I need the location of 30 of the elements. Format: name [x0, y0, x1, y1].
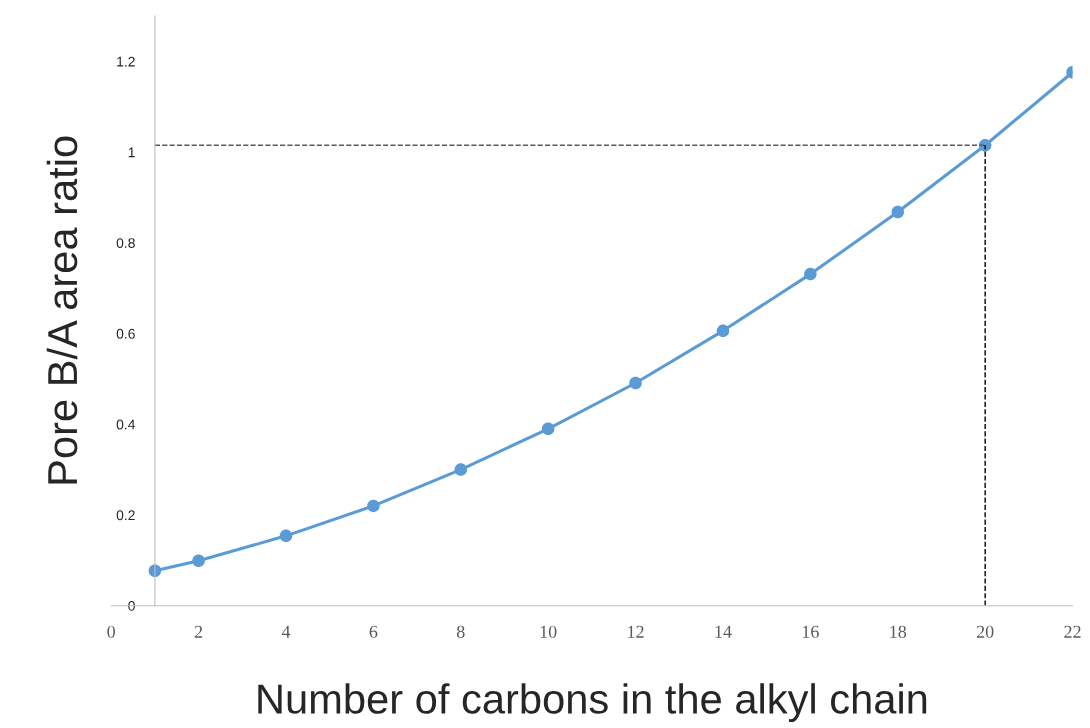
y-tick-label: 0.4: [116, 419, 136, 430]
y-tick-label: 0.8: [116, 238, 135, 248]
x-tick-label: 10: [540, 625, 557, 638]
x-tick-label: 12: [628, 625, 644, 638]
x-tick-label: 0: [107, 625, 116, 638]
y-tick-label: 1.2: [117, 56, 135, 67]
x-tick-label: 2: [194, 625, 203, 638]
x-tick-label: 20: [976, 625, 994, 638]
x-tick-label: 8: [456, 625, 465, 638]
point: [629, 376, 642, 390]
y-tick-label: 1: [128, 147, 135, 158]
point: [454, 463, 468, 476]
x-tick-label: 14: [715, 625, 732, 638]
y-tick-label: 0: [128, 601, 135, 611]
point: [367, 499, 380, 513]
point: [891, 205, 905, 219]
y-axis-title: Pore B/A area ratio: [46, 136, 78, 484]
point: [192, 554, 205, 568]
point: [279, 529, 293, 543]
x-tick-label: 4: [281, 625, 291, 638]
x-tick-label: 18: [890, 625, 907, 638]
x-tick-label: 6: [369, 625, 378, 638]
x-tick-label: 22: [1064, 625, 1081, 638]
point: [804, 267, 817, 281]
x-axis-title: Number of carbons in the alkyl chain: [258, 683, 927, 723]
point: [716, 324, 730, 338]
y-tick-label: 0.6: [116, 328, 135, 339]
point: [541, 422, 555, 436]
x-tick-label: 16: [802, 625, 819, 638]
y-tick-label: 0.2: [116, 510, 135, 521]
